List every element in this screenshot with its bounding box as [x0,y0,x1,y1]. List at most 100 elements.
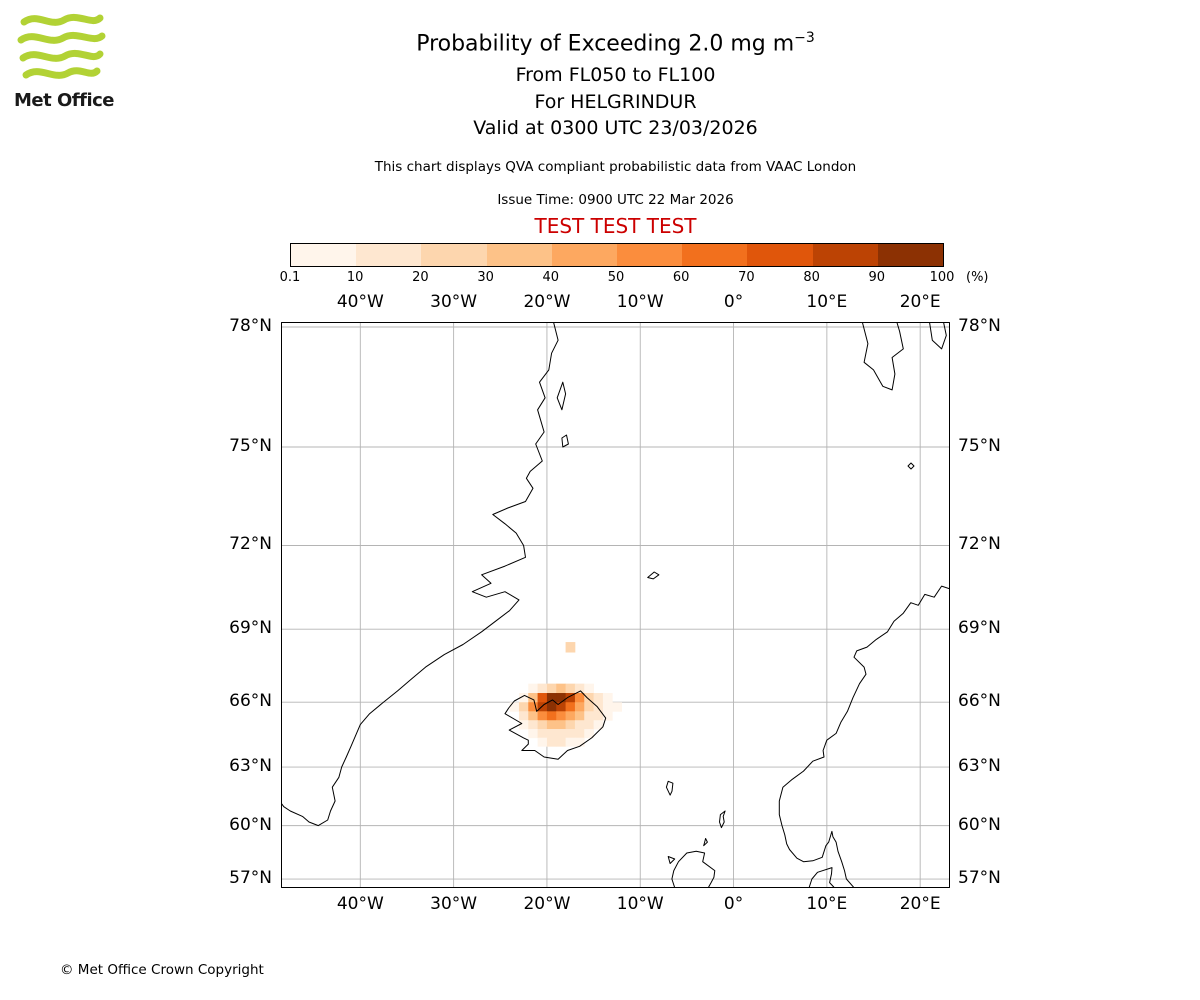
ash-probability-cell [565,729,576,739]
lon-label-top: 10°W [616,292,664,312]
lon-label-top: 20°W [523,292,571,312]
logo-wave-4 [22,67,101,79]
ash-probability-cell [556,693,566,703]
coastline-spitsbergen [861,321,904,391]
colorbar-segment [812,244,878,266]
ash-probability-cell [593,693,604,703]
ash-probability-cell [518,693,529,703]
coastline-jan-mayen [647,571,660,580]
ash-probability-cell [565,737,576,747]
lat-label-left: 75°N [229,436,272,456]
chart-title: Probability of Exceeding 2.0 mg m−3 [81,30,1150,56]
ash-probability-cell [528,729,539,739]
coastline-shetland [719,810,726,829]
volcano-subtitle: For HELGRINDUR [534,91,697,113]
coastline-norway [778,585,951,888]
lon-label-top: 30°W [430,292,478,312]
logo-wave-2 [17,31,106,44]
graticule-layer [281,322,950,888]
ash-probability-cell [584,683,594,694]
ash-probability-cell [509,702,520,712]
lat-label-left: 63°N [229,756,272,777]
ash-probability-cell [565,702,576,712]
ash-probability-cell [556,711,566,721]
coastline-hebrides [667,856,676,864]
lat-label-left: 69°N [229,618,272,639]
ash-probability-cell [584,702,594,712]
ash-probability-cell [556,737,566,747]
lon-label-bottom: 0° [723,894,744,914]
coastline-faroe-islands [665,780,674,796]
qva-note: This chart displays QVA compliant probab… [374,159,857,175]
colorbar-segment [682,244,748,266]
ash-probability-cell [556,720,566,730]
ash-probability-cell [518,702,529,712]
colorbar-tick-label: 90 [868,270,886,285]
ash-probability-cell [574,737,585,747]
ash-probability-cell [565,711,576,721]
map-area [280,321,951,888]
lon-label-bottom: 10°W [616,894,664,914]
ash-probability-cell [574,720,585,730]
lat-label-left: 78°N [229,316,272,336]
colorbar-tick-label: 80 [803,270,820,285]
issue-time: Issue Time: 0900 UTC 22 Mar 2026 [497,192,734,208]
ash-probability-cell [528,683,539,694]
ash-probability-cell [574,729,585,739]
lat-label-right: 63°N [958,756,1001,777]
ash-probability-cell [546,711,557,721]
colorbar-tick-label: 30 [477,270,494,285]
colorbar-tick-label: 50 [607,270,625,285]
colorbar-segment [877,244,944,266]
met-office-logo-text: Met Office [14,90,115,111]
lat-label-left: 72°N [229,534,272,555]
ash-probability-cell [602,702,613,712]
lon-label-top: 0° [723,292,744,312]
ash-probability-cell [556,702,566,712]
colorbar-segment [486,244,552,266]
lat-label-left: 57°N [229,868,272,889]
probability-colorbar [290,243,944,267]
lat-label-right: 75°N [958,436,1001,456]
lon-label-bottom: 30°W [430,894,478,914]
coastline-layer [280,321,951,888]
coastline-greenland-island-shannon [561,434,569,448]
met-office-logo-waves [17,13,106,79]
ash-probability-cell [574,702,585,712]
ash-probability-cell [546,737,557,747]
lat-label-right: 72°N [958,534,1001,555]
ash-probability-cell [612,702,622,712]
ash-probability-cell [593,720,604,730]
ash-probability-cell [593,702,604,712]
chart-title-exponent: −3 [794,30,815,46]
colorbar-unit-label: (%) [966,270,989,285]
valid-time-subtitle: Valid at 0300 UTC 23/03/2026 [473,117,758,139]
chart-title-text: Probability of Exceeding 2.0 mg m [416,31,795,57]
ash-probability-cell [537,683,548,694]
ash-probability-cell [528,702,539,712]
ash-probability-layer [509,642,622,747]
coastline-orkney [703,838,708,847]
colorbar-segment [551,244,618,266]
ash-probability-cell [574,683,585,694]
colorbar-segment [291,244,357,266]
ash-probability-cell [565,693,576,703]
met-office-logo: Met Office [14,12,124,111]
colorbar-tick-label: 100 [929,270,955,285]
lon-label-bottom: 20°W [523,894,571,914]
ash-probability-cell [546,693,557,703]
ash-probability-cell [584,720,594,730]
ash-probability-cell [537,729,548,739]
ash-probability-cell [537,702,548,712]
colorbar-tick-label: 10 [346,270,364,285]
lat-label-right: 60°N [958,814,1001,835]
ash-probability-cell [546,683,557,694]
colorbar-tick-label: 60 [672,270,690,285]
ash-probability-cell [565,642,576,653]
ash-probability-cell [574,711,585,721]
ash-probability-cell [518,720,529,730]
ash-probability-cell [584,693,594,703]
ash-probability-cell [584,729,594,739]
coastline-edgeoya [929,321,947,350]
ash-probability-cell [546,702,557,712]
